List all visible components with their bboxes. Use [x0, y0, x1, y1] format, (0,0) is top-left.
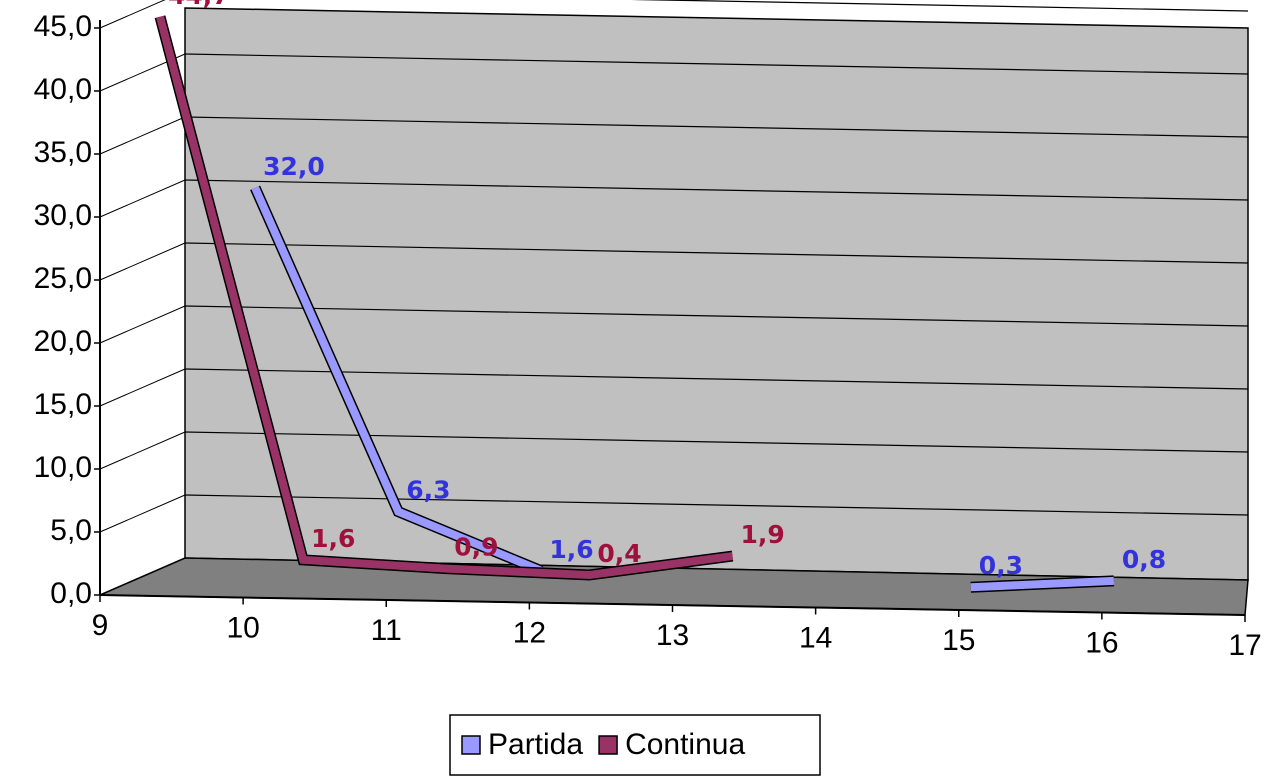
legend-label: Partida [488, 728, 583, 761]
legend-label: Continua [625, 728, 745, 761]
x-tick-label: 15 [942, 624, 975, 657]
grid-line [184, 179, 1249, 201]
grid-depth [99, 242, 186, 281]
y-tick-label: 25,0 [34, 262, 92, 295]
value-label: 6,3 [406, 476, 450, 505]
x-tick-label: 10 [226, 611, 259, 644]
y-tick-label: 35,0 [34, 136, 92, 169]
value-label: 0,4 [597, 539, 641, 568]
grid-depth [99, 179, 186, 218]
grid-depth [99, 494, 186, 533]
y-tick-label: 10,0 [34, 451, 92, 484]
grid-line [184, 305, 1249, 327]
value-label: 0,3 [979, 551, 1023, 580]
grid-depth [99, 116, 186, 155]
y-tick-label: 45,0 [34, 10, 92, 43]
legend: Partida Continua [449, 714, 821, 776]
y-tick-label: 40,0 [34, 73, 92, 106]
grid-depth [99, 305, 186, 344]
value-label: 44,7 [168, 0, 230, 10]
value-label: 1,9 [741, 520, 785, 549]
grid-line [184, 53, 1249, 75]
line [156, 15, 734, 579]
grid-depth [99, 0, 166, 29]
x-tick-label: 9 [92, 609, 109, 642]
grid-line [184, 494, 1249, 516]
grid-line [184, 116, 1249, 138]
legend-swatch [461, 735, 481, 755]
value-label: 0,9 [454, 533, 498, 562]
grid-depth [99, 431, 186, 470]
y-tick-label: 15,0 [34, 388, 92, 421]
y-tick-label: 5,0 [50, 514, 92, 547]
legend-swatch [598, 735, 618, 755]
value-label: 1,6 [311, 524, 355, 553]
legend-box [449, 714, 821, 776]
x-tick-label: 12 [513, 616, 546, 649]
value-label: 0,8 [1122, 545, 1166, 574]
grid-depth [99, 557, 186, 596]
back-wall [184, 7, 1249, 581]
grid-line [631, 0, 1249, 12]
grid-line [184, 242, 1249, 264]
y-tick-label: 0,0 [50, 577, 92, 610]
x-tick-label: 13 [656, 619, 689, 652]
line [251, 186, 1115, 592]
y-tick-label: 30,0 [34, 199, 92, 232]
value-label: 32,0 [263, 152, 325, 181]
x-tick-label: 11 [371, 614, 402, 647]
x-tick-label: 17 [1228, 629, 1261, 662]
x-tick-label: 14 [799, 621, 832, 654]
grid-depth [99, 368, 186, 407]
x-tick-label: 16 [1085, 626, 1118, 659]
value-label: 1,6 [549, 535, 593, 564]
y-tick-label: 20,0 [34, 325, 92, 358]
grid-line [184, 368, 1249, 390]
